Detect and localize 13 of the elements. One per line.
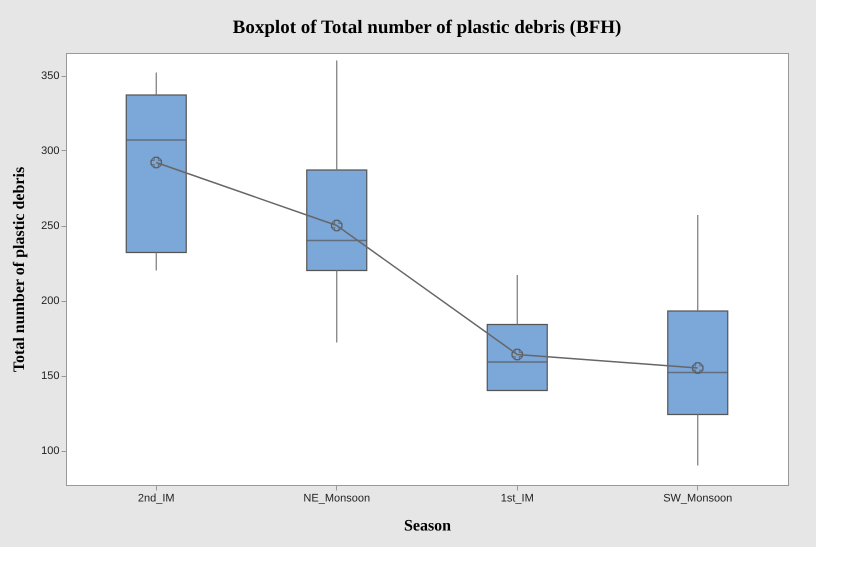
x-tick-label: SW_Monsoon xyxy=(663,492,732,504)
y-axis-title: Total number of plastic debris xyxy=(11,166,28,372)
y-tick-label: 350 xyxy=(41,70,60,82)
x-tick-label: NE_Monsoon xyxy=(303,492,370,504)
x-tick-label: 2nd_IM xyxy=(138,492,175,504)
y-tick-label: 150 xyxy=(41,370,60,382)
y-tick-label: 200 xyxy=(41,295,60,307)
y-tick-label: 100 xyxy=(41,445,60,457)
x-axis-title: Season xyxy=(404,518,452,534)
x-tick-label: 1st_IM xyxy=(500,492,534,504)
chart-title: Boxplot of Total number of plastic debris (BFH) xyxy=(232,17,622,38)
y-tick-label: 250 xyxy=(41,220,60,232)
y-tick-label: 300 xyxy=(41,145,60,157)
